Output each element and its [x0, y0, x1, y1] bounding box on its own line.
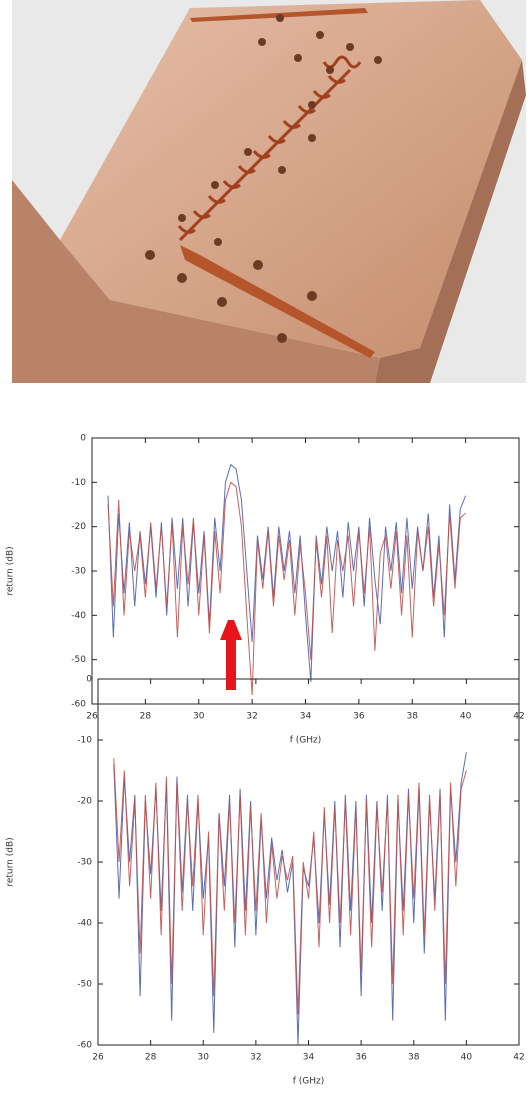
x-tick-label: 26 [92, 1053, 104, 1063]
x-tick-label: 30 [198, 1053, 210, 1063]
x-tick-label: 42 [513, 1053, 524, 1063]
x-tick-label: 34 [303, 1053, 315, 1063]
x-tick-label: 28 [140, 712, 152, 722]
x-tick-label: 38 [407, 712, 419, 722]
y-tick-label: -40 [71, 611, 86, 621]
x-tick-label: 26 [86, 712, 98, 722]
x-tick-label: 40 [460, 712, 472, 722]
x-tick-label: 28 [145, 1053, 157, 1063]
y-tick-label: -20 [71, 522, 86, 532]
y-tick-label: -50 [77, 980, 92, 990]
y-tick-label: -60 [77, 1041, 92, 1051]
series-line [107, 463, 467, 682]
plot-frame [91, 437, 520, 705]
x-tick-label: 38 [408, 1053, 420, 1063]
x-tick-label: 32 [250, 1053, 261, 1063]
x-tick-label: 34 [300, 712, 312, 722]
y-axis-label: return (dB) [6, 546, 16, 595]
y-tick-label: -10 [71, 478, 86, 488]
x-axis-label: f (GHz) [290, 736, 322, 746]
y-tick-label: -10 [77, 736, 92, 746]
x-tick-label: 40 [461, 1053, 473, 1063]
x-axis-label: f (GHz) [293, 1077, 325, 1087]
y-tick-label: -20 [77, 797, 92, 807]
y-tick-label: -30 [77, 858, 92, 868]
x-tick-label: 32 [246, 712, 257, 722]
y-tick-label: -60 [71, 700, 86, 710]
y-tick-label: -40 [77, 919, 92, 929]
x-tick-label: 36 [353, 712, 365, 722]
photo [12, 0, 526, 383]
series-line [113, 758, 467, 1015]
y-axis-label: return (dB) [6, 837, 16, 886]
arrow [220, 620, 242, 690]
y-tick-label: 0 [86, 675, 92, 685]
x-tick-label: 30 [193, 712, 205, 722]
y-tick-label: 0 [80, 434, 86, 444]
y-tick-label: -30 [71, 567, 86, 577]
x-tick-label: 36 [355, 1053, 367, 1063]
series-line [107, 481, 466, 696]
y-tick-label: -50 [71, 655, 86, 665]
